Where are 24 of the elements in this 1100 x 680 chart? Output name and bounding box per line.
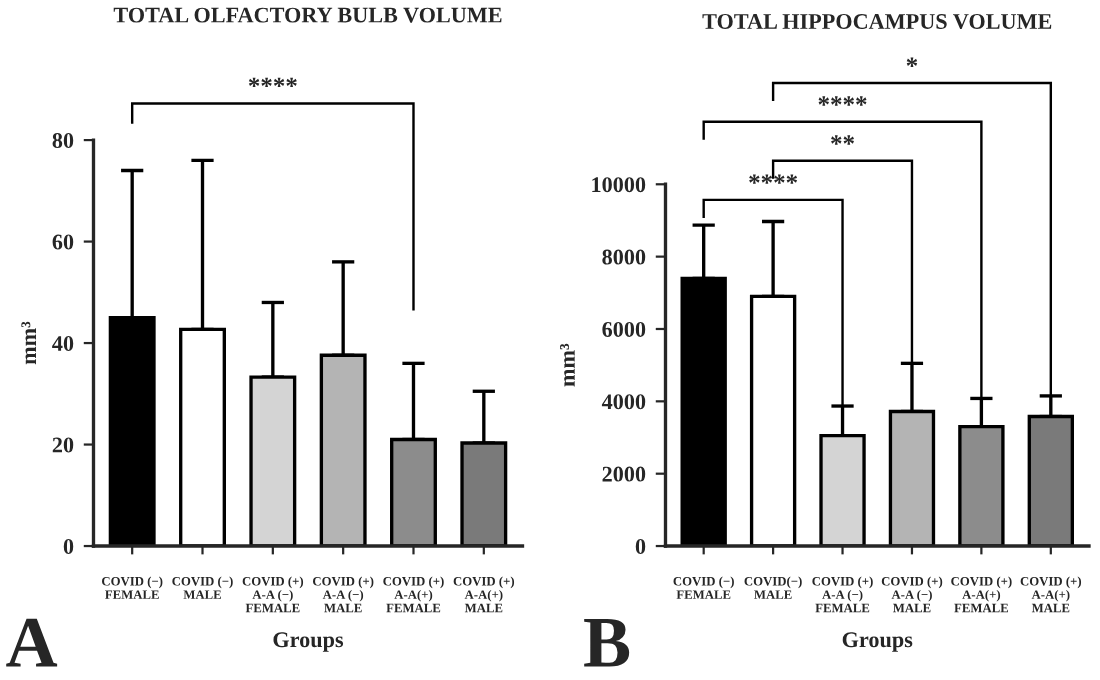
x-axis-title: Groups [842,632,913,652]
x-axis-title: Groups [273,632,344,652]
y-tick-label: 60 [52,234,74,250]
y-tick-label: 0 [635,538,646,554]
y-tick-label: 10000 [592,177,646,193]
y-tick-label: 0 [63,538,74,554]
text: **** [749,174,798,184]
text: B [584,619,630,667]
y-tick-label: 20 [52,437,74,453]
y-tick-label: 40 [52,335,74,351]
text: **** [248,77,297,88]
text: **** [818,96,867,106]
text: A [6,618,58,667]
y-tick-label: 4000 [601,394,646,410]
y-tick-label: 80 [52,133,74,149]
y-tick-label: 2000 [602,466,646,482]
y-tick-label: 8000 [602,249,646,265]
y-axis-title: mm³ [560,343,575,387]
chart-title: TOTAL OLFACTORY BULB VOLUME [113,7,502,23]
text: ** [831,135,854,145]
y-tick-label: 6000 [602,321,646,337]
chart-title: TOTAL HIPPOCAMPUS VOLUME [702,14,1052,30]
y-axis-title: mm³ [21,321,36,365]
text: * [906,57,918,67]
